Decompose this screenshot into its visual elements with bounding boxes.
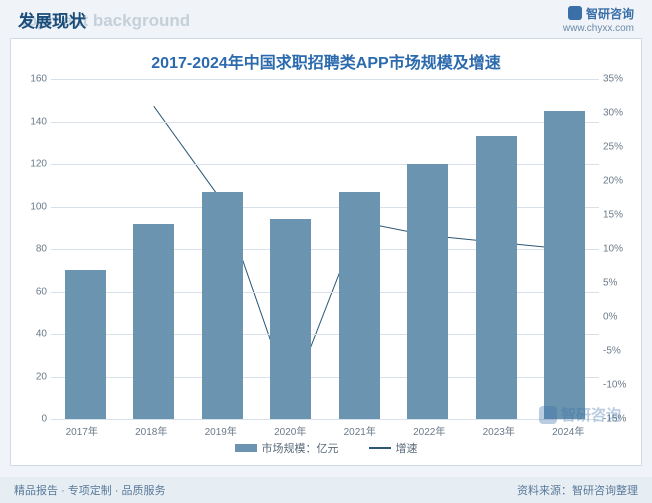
brand-logo-icon xyxy=(568,6,582,20)
plot-area: 020406080100120140160-15%-10%-5%0%5%10%1… xyxy=(51,79,599,419)
legend-line-swatch xyxy=(369,447,391,449)
y-left-tick-label: 160 xyxy=(21,74,47,85)
legend-bar-item: 市场规模：亿元 xyxy=(235,440,339,456)
bar xyxy=(65,270,106,419)
bar xyxy=(476,136,517,419)
y-right-tick-label: -5% xyxy=(603,346,633,357)
bars-group xyxy=(51,79,599,419)
y-right-tick-label: 35% xyxy=(603,74,633,85)
bar-slot xyxy=(325,192,394,419)
y-right-tick-label: 10% xyxy=(603,244,633,255)
legend-bar-label: 市场规模：亿元 xyxy=(262,440,339,456)
watermark: 智研咨询 xyxy=(539,404,621,425)
y-right-tick-label: 0% xyxy=(603,312,633,323)
legend-line-item: 增速 xyxy=(369,440,418,456)
legend: 市场规模：亿元 增速 xyxy=(19,440,633,456)
page-title: 发展现状 xyxy=(18,7,86,32)
grid-line xyxy=(51,419,599,420)
y-right-tick-label: 30% xyxy=(603,108,633,119)
x-tick-label: 2018年 xyxy=(117,423,187,438)
y-right-tick-label: 25% xyxy=(603,142,633,153)
y-left-tick-label: 140 xyxy=(21,116,47,127)
bar-slot xyxy=(462,136,531,419)
bar-slot xyxy=(531,111,600,419)
x-tick-label: 2019年 xyxy=(186,423,256,438)
y-left-tick-label: 100 xyxy=(21,201,47,212)
y-left-tick-label: 40 xyxy=(21,329,47,340)
legend-bar-swatch xyxy=(235,444,257,452)
y-right-tick-label: -10% xyxy=(603,380,633,391)
bar xyxy=(202,192,243,419)
x-tick-label: 2024年 xyxy=(534,423,604,438)
chart-container: 2017-2024年中国求职招聘类APP市场规模及增速 020406080100… xyxy=(10,38,642,466)
brand-name: 智研咨询 xyxy=(586,5,634,22)
legend-line-label: 增速 xyxy=(396,440,418,456)
y-left-tick-label: 120 xyxy=(21,159,47,170)
y-right-tick-label: 15% xyxy=(603,210,633,221)
y-left-tick-label: 60 xyxy=(21,286,47,297)
x-tick-label: 2020年 xyxy=(256,423,326,438)
y-left-tick-label: 80 xyxy=(21,244,47,255)
footer-left: 精品报告 · 专项定制 · 品质服务 xyxy=(14,482,166,498)
bar-slot xyxy=(51,270,120,419)
y-left-tick-label: 0 xyxy=(21,414,47,425)
x-tick-label: 2023年 xyxy=(464,423,534,438)
bar-slot xyxy=(257,219,326,419)
footer-right: 资料来源：智研咨询整理 xyxy=(517,482,638,498)
bar-slot xyxy=(188,192,257,419)
watermark-logo-icon xyxy=(539,406,557,424)
footer-bar: 精品报告 · 专项定制 · 品质服务 资料来源：智研咨询整理 xyxy=(0,477,652,503)
y-right-tick-label: 20% xyxy=(603,176,633,187)
bar-slot xyxy=(120,224,189,420)
bar xyxy=(544,111,585,419)
x-tick-label: 2021年 xyxy=(325,423,395,438)
x-axis-labels: 2017年2018年2019年2020年2021年2022年2023年2024年 xyxy=(47,423,603,438)
watermark-text: 智研咨询 xyxy=(561,404,621,425)
header-bar: lopment background 发展现状 智研咨询 www.chyxx.c… xyxy=(0,0,652,38)
brand-url: www.chyxx.com xyxy=(563,23,634,34)
chart-title: 2017-2024年中国求职招聘类APP市场规模及增速 xyxy=(19,49,633,73)
bar xyxy=(339,192,380,419)
y-left-tick-label: 20 xyxy=(21,371,47,382)
bar xyxy=(270,219,311,419)
bar xyxy=(407,164,448,419)
bar-slot xyxy=(394,164,463,419)
brand-block: 智研咨询 www.chyxx.com xyxy=(563,5,634,34)
x-tick-label: 2017年 xyxy=(47,423,117,438)
bar xyxy=(133,224,174,420)
y-right-tick-label: 5% xyxy=(603,278,633,289)
x-tick-label: 2022年 xyxy=(395,423,465,438)
